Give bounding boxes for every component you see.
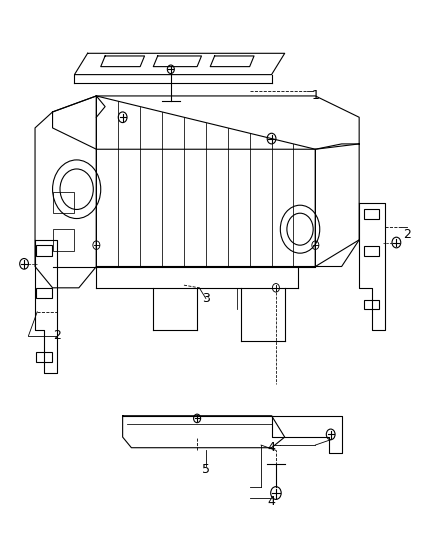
Text: 3: 3 [202, 292, 210, 305]
Text: 2: 2 [53, 329, 61, 342]
Bar [36, 245, 52, 256]
Text: 2: 2 [403, 228, 411, 241]
Bar [53, 192, 74, 213]
Text: 4: 4 [268, 441, 276, 454]
Bar [364, 300, 379, 309]
Bar [53, 229, 74, 251]
Text: 1: 1 [311, 90, 319, 102]
Text: 4: 4 [268, 495, 276, 507]
Text: 5: 5 [202, 463, 210, 475]
Bar [36, 288, 52, 298]
Bar [364, 209, 379, 219]
Bar [364, 246, 379, 256]
Bar [36, 352, 52, 362]
